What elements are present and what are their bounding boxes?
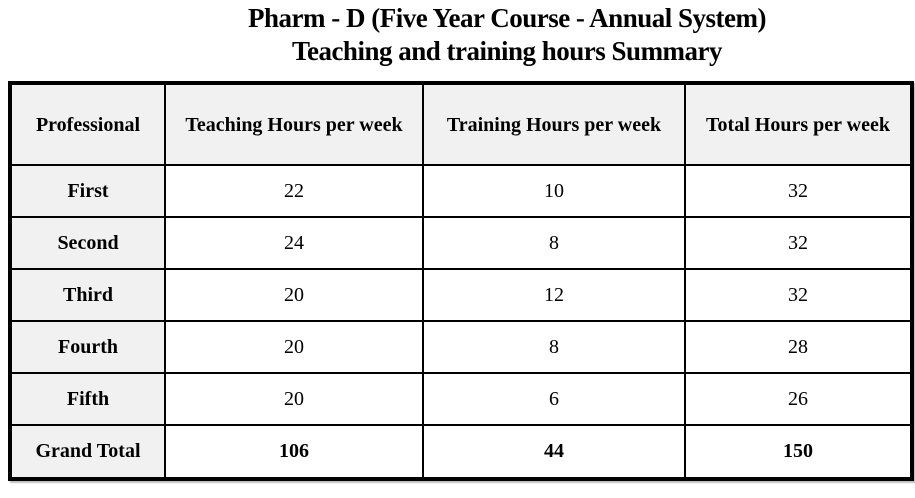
cell-second-teaching: 24 [164, 216, 424, 270]
hours-summary-table: Professional Teaching Hours per week Tra… [8, 81, 914, 481]
cell-fifth-teaching: 20 [164, 372, 424, 426]
table-row-first: First 22 10 32 [9, 164, 913, 218]
table-row-fourth: Fourth 20 8 28 [9, 320, 913, 374]
page-title-line1: Pharm - D (Five Year Course - Annual Sys… [248, 3, 766, 33]
cell-second-training: 8 [422, 216, 686, 270]
cell-fifth-training: 6 [422, 372, 686, 426]
table-row-second: Second 24 8 32 [9, 216, 913, 270]
table-header-row: Professional Teaching Hours per week Tra… [9, 82, 913, 166]
row-label-grand-total: Grand Total [9, 424, 166, 480]
cell-first-training: 10 [422, 164, 686, 218]
row-label-first: First [9, 164, 166, 218]
table-row-fifth: Fifth 20 6 26 [9, 372, 913, 426]
row-label-second: Second [9, 216, 166, 270]
column-header-total-hours: Total Hours per week [684, 82, 913, 166]
table-row-third: Third 20 12 32 [9, 268, 913, 322]
cell-fourth-teaching: 20 [164, 320, 424, 374]
cell-second-total: 32 [684, 216, 913, 270]
row-label-fourth: Fourth [9, 320, 166, 374]
cell-fourth-total: 28 [684, 320, 913, 374]
row-label-third: Third [9, 268, 166, 322]
column-header-teaching-hours: Teaching Hours per week [164, 82, 424, 166]
cell-third-total: 32 [684, 268, 913, 322]
cell-fourth-training: 8 [422, 320, 686, 374]
column-header-training-hours: Training Hours per week [422, 82, 686, 166]
cell-third-teaching: 20 [164, 268, 424, 322]
cell-grand-total-training: 44 [422, 424, 686, 480]
page-title: Pharm - D (Five Year Course - Annual Sys… [99, 2, 915, 68]
cell-third-training: 12 [422, 268, 686, 322]
row-label-fifth: Fifth [9, 372, 166, 426]
page-title-line2: Teaching and training hours Summary [291, 36, 723, 66]
table-row-grand-total: Grand Total 106 44 150 [9, 424, 913, 480]
cell-fifth-total: 26 [684, 372, 913, 426]
column-header-professional: Professional [9, 82, 166, 166]
cell-grand-total-total: 150 [684, 424, 913, 480]
cell-grand-total-teaching: 106 [164, 424, 424, 480]
cell-first-total: 32 [684, 164, 913, 218]
cell-first-teaching: 22 [164, 164, 424, 218]
